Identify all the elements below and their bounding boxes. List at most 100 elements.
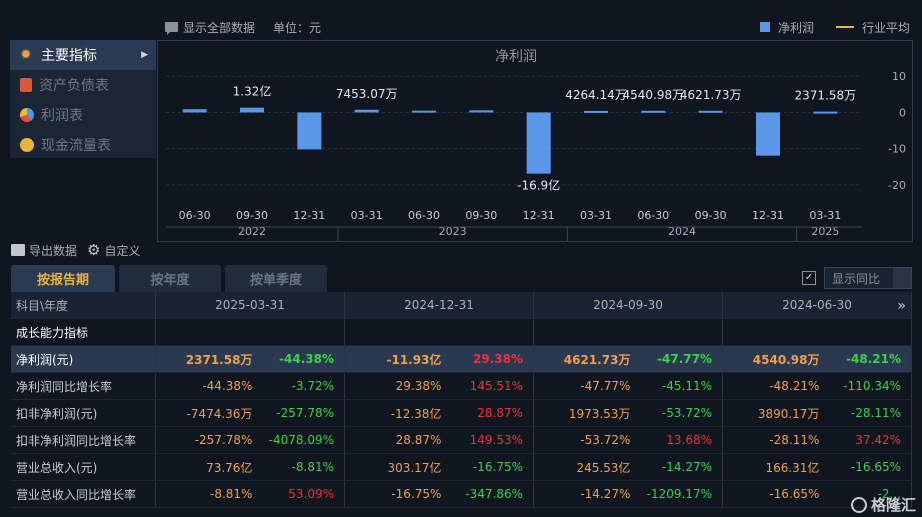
- value: -47.77%: [580, 379, 631, 393]
- yoy-value: 13.68%: [666, 433, 712, 447]
- bar: [412, 110, 436, 113]
- coins-icon: [20, 138, 34, 152]
- net-profit-chart: 净利润 10 0 -10 -20 06-30 1.32亿 09-30 12-31 7453.07万…: [157, 40, 913, 242]
- row-label: 净利润(元): [11, 346, 156, 372]
- value: -7474.36万: [186, 406, 253, 421]
- bar: [469, 110, 494, 113]
- y-tick-label: -20: [888, 179, 906, 192]
- value-cell: -8.81% 53.09%: [156, 481, 345, 507]
- data-label: -16.9亿: [517, 178, 560, 193]
- value: 4621.73万: [563, 352, 631, 367]
- value-cell: -257.78% -4078.09%: [156, 427, 345, 453]
- show-all-toggle[interactable]: 显示全部数据: [165, 19, 255, 36]
- yoy-value: 149.53%: [469, 433, 523, 447]
- yoy-value: -257.78%: [276, 406, 334, 420]
- value: 303.17亿: [387, 460, 442, 475]
- chevron-right-icon: ▶: [141, 50, 148, 60]
- value-cell: -11.93亿 29.38%: [345, 346, 534, 372]
- value: 3890.17万: [757, 406, 820, 421]
- tab-by-year[interactable]: 按年度: [119, 265, 221, 292]
- empty-cell: [156, 319, 345, 345]
- year-label: 2025: [811, 225, 839, 238]
- value-cell: 1973.53万 -53.72%: [534, 400, 723, 426]
- y-tick-label: 10: [892, 70, 906, 83]
- table-row[interactable]: 营业总收入同比增长率 -8.81% 53.09% -16.75% -347.86% -14…: [11, 481, 912, 508]
- legend-line-swatch: [835, 26, 854, 28]
- document-icon: [20, 78, 32, 92]
- show-all-label: 显示全部数据: [183, 20, 256, 35]
- section-row: 成长能力指标: [11, 319, 912, 346]
- value-cell: -47.77% -45.11%: [534, 373, 723, 399]
- unit-label: 单位：元: [273, 20, 322, 35]
- nav-item-income-statement[interactable]: 利润表: [10, 100, 156, 130]
- dropdown-button[interactable]: [893, 268, 911, 288]
- yoy-value: -47.77%: [657, 352, 712, 366]
- row-label: 净利润同比增长率: [11, 373, 156, 399]
- nav-item-cash-flow[interactable]: 现金流量表: [10, 130, 156, 160]
- value: 166.31亿: [765, 460, 820, 475]
- x-tick-label: 09-30: [236, 209, 268, 222]
- star-icon: ✹: [20, 47, 32, 63]
- nav-label: 主要指标: [41, 48, 97, 64]
- table-row[interactable]: 扣非净利润同比增长率 -257.78% -4078.09% 28.87% 149.53%…: [11, 427, 912, 454]
- table-row[interactable]: 营业总收入(元) 73.76亿 -8.81% 303.17亿 -16.75% 245.53…: [11, 454, 912, 481]
- value: -16.75%: [391, 487, 442, 501]
- value-cell: -53.72% 13.68%: [534, 427, 723, 453]
- custom-button[interactable]: ⚙ 自定义: [87, 242, 140, 259]
- indicator-table: 科目\年度 2025-03-31 2024-12-31 2024-09-30 2024-…: [11, 292, 912, 508]
- nav-item-balance-sheet[interactable]: 资产负债表: [10, 70, 156, 100]
- value-cell: 3890.17万 -28.11%: [723, 400, 912, 426]
- x-tick-label: 03-31: [351, 209, 383, 222]
- table-row[interactable]: 净利润同比增长率 -44.38% -3.72% 29.38% 145.51% -47.77…: [11, 373, 912, 400]
- double-chevron-right-icon[interactable]: »: [897, 298, 906, 314]
- row-label: 扣非净利润同比增长率: [11, 427, 156, 453]
- value-cell: -12.38亿 28.87%: [345, 400, 534, 426]
- yoy-value: 145.51%: [469, 379, 523, 393]
- export-button[interactable]: 导出数据: [11, 242, 77, 259]
- chart-title: 净利润: [495, 49, 537, 65]
- value: 1973.53万: [568, 406, 631, 421]
- data-label: 1.32亿: [233, 84, 272, 99]
- yoy-value: -16.65%: [850, 460, 901, 474]
- table-header-row: 科目\年度 2025-03-31 2024-12-31 2024-09-30 2024-…: [11, 292, 912, 319]
- value-cell: -28.11% 37.42%: [723, 427, 912, 453]
- export-icon: [11, 244, 25, 256]
- value-cell: -48.21% -110.34%: [723, 373, 912, 399]
- custom-label: 自定义: [104, 243, 141, 258]
- empty-cell: [345, 319, 534, 345]
- yoy-value: -110.34%: [843, 379, 901, 393]
- data-label: 4621.73万: [680, 88, 742, 102]
- value-cell: -16.65% -2...: [723, 481, 912, 507]
- value-cell: -44.38% -3.72%: [156, 373, 345, 399]
- table-row[interactable]: 扣非净利润(元) -7474.36万 -257.78% -12.38亿 28.87% 19…: [11, 400, 912, 427]
- watermark: 格隆汇: [850, 494, 916, 515]
- data-label: 4264.14万: [565, 88, 627, 102]
- bar: [297, 112, 322, 150]
- tab-by-report-period[interactable]: 按报告期: [11, 265, 115, 292]
- bar: [526, 112, 551, 174]
- nav-label: 资产负债表: [39, 78, 109, 94]
- bar: [698, 110, 723, 113]
- pie-chart-icon: [20, 108, 34, 122]
- yoy-checkbox[interactable]: ✓: [802, 271, 816, 285]
- legend-series-label: 净利润: [777, 20, 814, 35]
- yoy-select[interactable]: 显示同比: [824, 267, 912, 289]
- table-row[interactable]: 净利润(元) 2371.58万 -44.38% -11.93亿 29.38% 4621.7…: [11, 346, 912, 373]
- value: 28.87%: [395, 433, 442, 447]
- nav-item-main-indicators[interactable]: ✹ 主要指标 ▶: [10, 40, 156, 70]
- yoy-value: 53.09%: [288, 487, 334, 501]
- x-tick-label: 06-30: [637, 209, 669, 222]
- chart-legend: 净利润 行业平均: [759, 16, 910, 38]
- x-tick-label: 09-30: [465, 209, 497, 222]
- value: -12.38亿: [390, 406, 442, 421]
- y-tick-label: -10: [888, 143, 906, 156]
- row-label: 营业总收入同比增长率: [11, 481, 156, 507]
- period-header: 2024-12-31: [345, 292, 534, 318]
- yoy-value: -53.72%: [661, 406, 712, 420]
- value: -44.38%: [202, 379, 253, 393]
- data-label: 2371.58万: [795, 89, 857, 103]
- yoy-value: -3.72%: [291, 379, 334, 393]
- tab-by-quarter[interactable]: 按单季度: [225, 265, 327, 292]
- yoy-value: -347.86%: [465, 487, 523, 501]
